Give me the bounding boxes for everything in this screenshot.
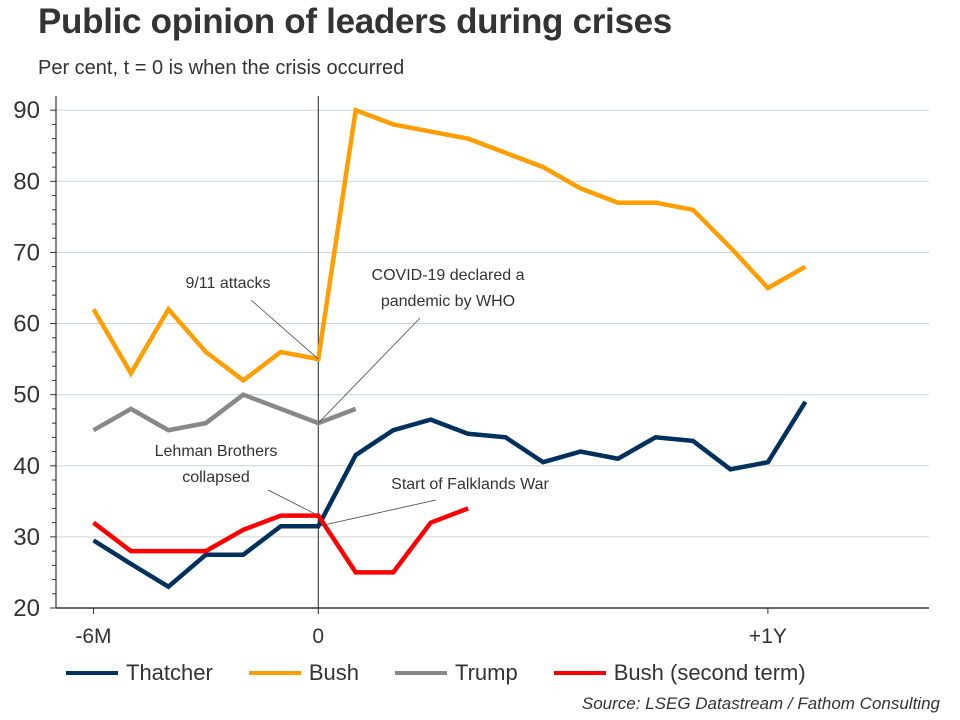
series-line-thatcher <box>92 400 808 590</box>
annotation-leader <box>318 499 437 527</box>
legend-item-trump: Trump <box>394 660 518 686</box>
annotation-leader <box>317 317 421 424</box>
x-tick-label: -6M <box>75 625 111 648</box>
legend-swatch-trump <box>394 671 447 675</box>
annotation-leader <box>267 489 319 516</box>
y-tick-label: 50 <box>13 382 40 409</box>
series-line-trump <box>92 392 357 433</box>
source-note: Source: LSEG Datastream / Fathom Consult… <box>581 694 940 713</box>
y-tick-label: 30 <box>13 524 40 551</box>
legend: Thatcher Bush Trump Bush (second term) <box>66 660 842 686</box>
legend-swatch-bush <box>248 671 301 675</box>
annotation-leader <box>250 299 319 360</box>
series-line-bush-second-term <box>92 506 469 575</box>
annotation-label: pandemic by WHO <box>381 293 515 310</box>
series-line-bush <box>91 107 807 384</box>
y-tick-label: 90 <box>13 97 40 124</box>
y-tick-label: 80 <box>13 168 40 195</box>
annotation-label: Start of Falklands War <box>391 476 549 493</box>
y-tick-label: 20 <box>13 595 40 622</box>
chart-title: Public opinion of leaders during crises <box>38 2 672 41</box>
legend-label-thatcher: Thatcher <box>126 660 213 685</box>
chart-subtitle: Per cent, t = 0 is when the crisis occur… <box>38 57 405 79</box>
y-tick-label: 40 <box>13 453 40 480</box>
legend-label-bush: Bush <box>308 660 359 685</box>
x-tick-label: 0 <box>312 625 324 648</box>
legend-swatch-thatcher <box>66 671 118 675</box>
legend-swatch-bush-second-term <box>553 671 606 675</box>
annotation-label: collapsed <box>182 469 250 486</box>
legend-item-thatcher: Thatcher <box>66 660 213 686</box>
annotation-label: 9/11 attacks <box>185 275 270 292</box>
y-tick-label: 70 <box>13 239 40 266</box>
legend-label-bush-second-term: Bush (second term) <box>613 660 806 685</box>
legend-item-bush-second-term: Bush (second term) <box>553 660 806 686</box>
x-tick-label: +1Y <box>749 625 787 648</box>
y-tick-label: 60 <box>13 311 40 338</box>
annotation-label: Lehman Brothers <box>155 443 278 460</box>
legend-label-trump: Trump <box>454 660 518 685</box>
legend-item-bush: Bush <box>248 660 359 686</box>
annotation-label: COVID-19 declared a <box>372 267 525 284</box>
